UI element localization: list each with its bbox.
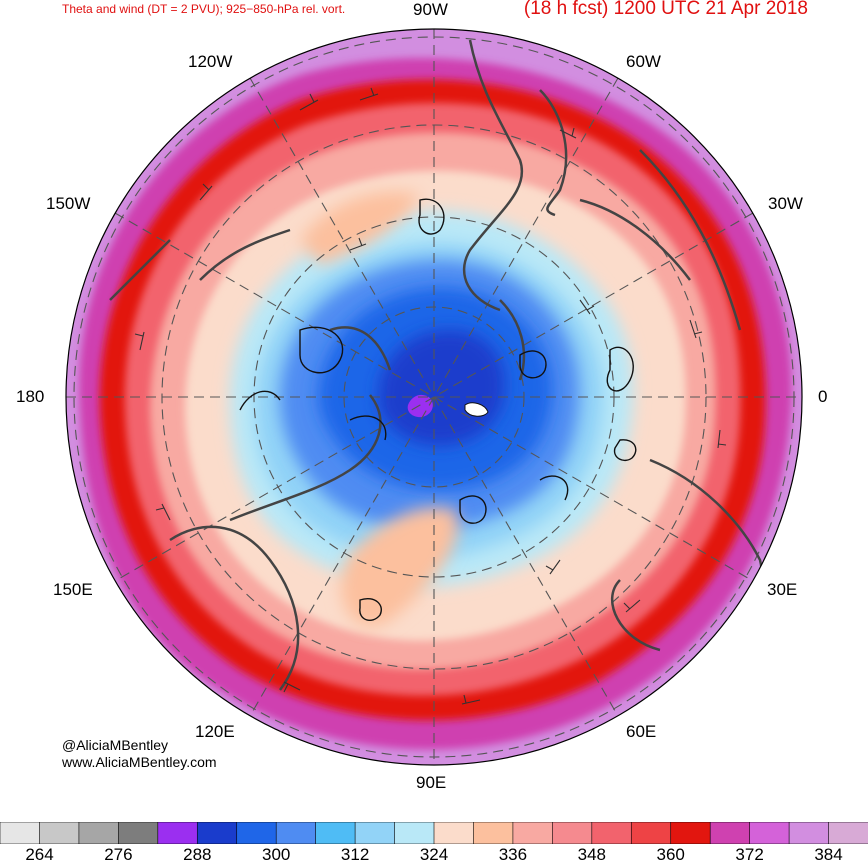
colorbar-swatch (39, 822, 80, 844)
lon-label-30w: 30W (768, 194, 803, 213)
colorbar-swatch (473, 822, 514, 844)
colorbar-label: 264 (25, 845, 54, 864)
lon-label-150w: 150W (46, 194, 91, 213)
lon-label-180: 180 (16, 387, 45, 406)
lon-label-0: 0 (818, 387, 828, 406)
colorbar-label: 324 (419, 845, 449, 864)
colorbar-label: 312 (340, 845, 370, 864)
colorbar-swatch (354, 822, 396, 844)
colorbar-swatch (433, 822, 475, 844)
lon-label-90e: 90E (416, 773, 447, 792)
colorbar-swatch (196, 822, 238, 844)
credit-handle: @AliciaMBentley (62, 737, 169, 753)
lon-label-90w: 90W (413, 0, 448, 19)
colorbar-label: 336 (498, 845, 528, 864)
colorbar-swatch (749, 822, 790, 844)
colorbar-swatch (591, 822, 633, 844)
colorbar-swatch (709, 822, 751, 844)
lon-label-60w: 60W (626, 52, 661, 71)
lon-label-120e: 120E (195, 722, 235, 741)
colorbar (0, 822, 868, 844)
credit-site: www.AliciaMBentley.com (62, 754, 217, 770)
map-border (65, 28, 803, 766)
colorbar-swatch (157, 822, 199, 844)
colorbar-swatch (552, 822, 593, 844)
theta-field (66, 29, 802, 765)
colorbar-label: 372 (735, 845, 764, 864)
colorbar-swatch (512, 822, 554, 844)
lon-label-150e: 150E (53, 580, 93, 599)
lon-label-30e: 30E (767, 580, 798, 599)
colorbar-swatch (828, 822, 868, 844)
vorticity-contours (239, 198, 637, 622)
colorbar-swatch (670, 822, 711, 844)
colorbar-label: 348 (577, 845, 606, 864)
surface-low-white (464, 402, 489, 417)
colorbar-label: 360 (656, 845, 685, 864)
colorbar-label: 384 (814, 845, 843, 864)
wind-barbs (134, 87, 727, 705)
colorbar-swatch (788, 822, 830, 844)
lon-label-120w: 120W (188, 52, 233, 71)
colorbar-swatch (0, 822, 41, 844)
lat-lon-grid (66, 29, 802, 765)
colorbar-swatch (118, 822, 159, 844)
colorbar-label: 276 (104, 845, 133, 864)
colorbar-label: 288 (183, 845, 212, 864)
title-left: Theta and wind (DT = 2 PVU); 925−850-hPa… (62, 2, 346, 16)
colorbar-swatch (630, 822, 672, 844)
colorbar-swatch (236, 822, 277, 844)
colorbar-swatch (275, 822, 317, 844)
colorbar-label: 300 (262, 845, 291, 864)
colorbar-swatch (394, 822, 435, 844)
colorbar-swatch (78, 822, 120, 844)
title-right: (18 h fcst) 1200 UTC 21 Apr 2018 (523, 0, 808, 19)
polar-stereographic-map (65, 28, 803, 766)
colorbar-swatch (315, 822, 356, 844)
lon-label-60e: 60E (626, 722, 657, 741)
